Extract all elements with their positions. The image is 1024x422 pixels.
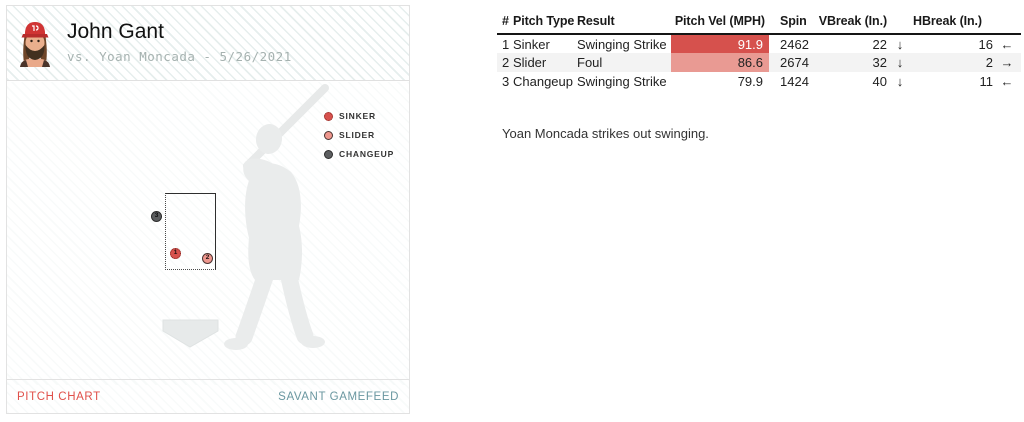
pitcher-avatar	[20, 22, 50, 67]
pitch-location-chart: 1 2 3 SINKER SLIDER CHANGEUP	[7, 82, 409, 385]
pitch-hbreak: 16	[978, 36, 994, 52]
batter-silhouette	[162, 84, 329, 350]
right-arrow-icon: →	[1000, 55, 1014, 70]
pitch-spin: 1424	[780, 74, 809, 89]
home-plate	[162, 319, 219, 348]
down-arrow-icon: ↓	[896, 55, 904, 70]
slider-dot-icon	[324, 130, 333, 140]
pitch-velocity: 91.9	[671, 34, 769, 53]
pitch-hbreak: 11	[979, 74, 994, 89]
pitch-velocity: 79.9	[737, 74, 763, 89]
col-header-hbreak: HBreak (In.)	[913, 11, 1022, 35]
col-header-result: Result	[577, 11, 671, 35]
pitch-marker-1-sinker[interactable]: 1	[170, 248, 181, 259]
down-arrow-icon: ↓	[896, 74, 904, 89]
table-row: 1 Sinker Swinging Strike 91.9 2462 22 ↓ …	[497, 34, 1022, 53]
col-header-pitch-type: Pitch Type	[513, 11, 577, 35]
pitch-type: Changeup	[513, 74, 573, 89]
down-arrow-icon: ↓	[896, 36, 904, 52]
pitch-type-legend: SINKER SLIDER CHANGEUP	[324, 111, 394, 168]
table-header-row: # Pitch Type Result Pitch Vel (MPH) Spin…	[497, 11, 1022, 35]
pitch-data-table: # Pitch Type Result Pitch Vel (MPH) Spin…	[497, 11, 1022, 91]
at-bat-result-caption: Yoan Moncada strikes out swinging.	[502, 126, 709, 141]
pitch-marker-2-slider[interactable]: 2	[202, 253, 213, 264]
left-arrow-icon: ←	[1000, 74, 1014, 89]
col-header-num: #	[497, 11, 513, 35]
pitch-spin: 2674	[780, 55, 809, 70]
pitch-type: Slider	[513, 55, 547, 70]
col-header-velocity: Pitch Vel (MPH)	[671, 11, 769, 35]
pitch-result: Swinging Strike	[577, 36, 667, 52]
pitch-num: 3	[502, 74, 510, 89]
pitch-vbreak: 22	[872, 36, 887, 52]
pitch-type: Sinker	[513, 36, 550, 52]
pitch-hbreak: 2	[985, 55, 994, 70]
pitch-num: 2	[502, 55, 510, 70]
pitch-chart-card: John Gant vs. Yoan Moncada - 5/26/2021 1…	[6, 5, 410, 414]
bat-shape	[243, 84, 329, 170]
pitch-vbreak: 40	[872, 74, 887, 89]
strike-zone	[165, 193, 216, 270]
pitch-vbreak: 32	[872, 55, 887, 70]
card-header: John Gant vs. Yoan Moncada - 5/26/2021	[7, 6, 409, 81]
pitch-spin: 2462	[780, 36, 809, 52]
pitch-chart-tab[interactable]: PITCH CHART	[17, 390, 101, 403]
legend-item-sinker: SINKER	[324, 111, 394, 121]
legend-item-changeup: CHANGEUP	[324, 149, 394, 159]
legend-item-slider: SLIDER	[324, 130, 394, 140]
pitch-result: Swinging Strike	[577, 74, 667, 89]
left-arrow-icon: ←	[1000, 36, 1014, 52]
legend-label: CHANGEUP	[339, 149, 395, 159]
pitch-result: Foul	[577, 55, 603, 70]
header-text: John Gant vs. Yoan Moncada - 5/26/2021	[67, 17, 292, 64]
sinker-dot-icon	[324, 111, 333, 121]
at-bat-detail-panel: # Pitch Type Result Pitch Vel (MPH) Spin…	[497, 11, 1024, 141]
table-row: 2 Slider Foul 86.6 2674 32 ↓ 2 →	[497, 53, 1022, 72]
legend-label: SINKER	[339, 111, 376, 121]
matchup-subtitle: vs. Yoan Moncada - 5/26/2021	[67, 49, 292, 64]
pitch-marker-3-changeup[interactable]: 3	[151, 211, 162, 222]
pitch-velocity: 86.6	[671, 53, 769, 72]
player-name: John Gant	[67, 20, 164, 43]
col-header-vbreak: VBreak (In.)	[817, 11, 914, 35]
pitch-num: 1	[502, 36, 510, 52]
savant-gamefeed-link[interactable]: SAVANT GAMEFEED	[278, 390, 399, 403]
col-header-spin: Spin	[769, 11, 817, 35]
legend-label: SLIDER	[339, 130, 375, 140]
table-row: 3 Changeup Swinging Strike 79.9 1424 40 …	[497, 72, 1022, 91]
changeup-dot-icon	[324, 149, 333, 159]
card-footer: PITCH CHART SAVANT GAMEFEED	[7, 379, 409, 413]
